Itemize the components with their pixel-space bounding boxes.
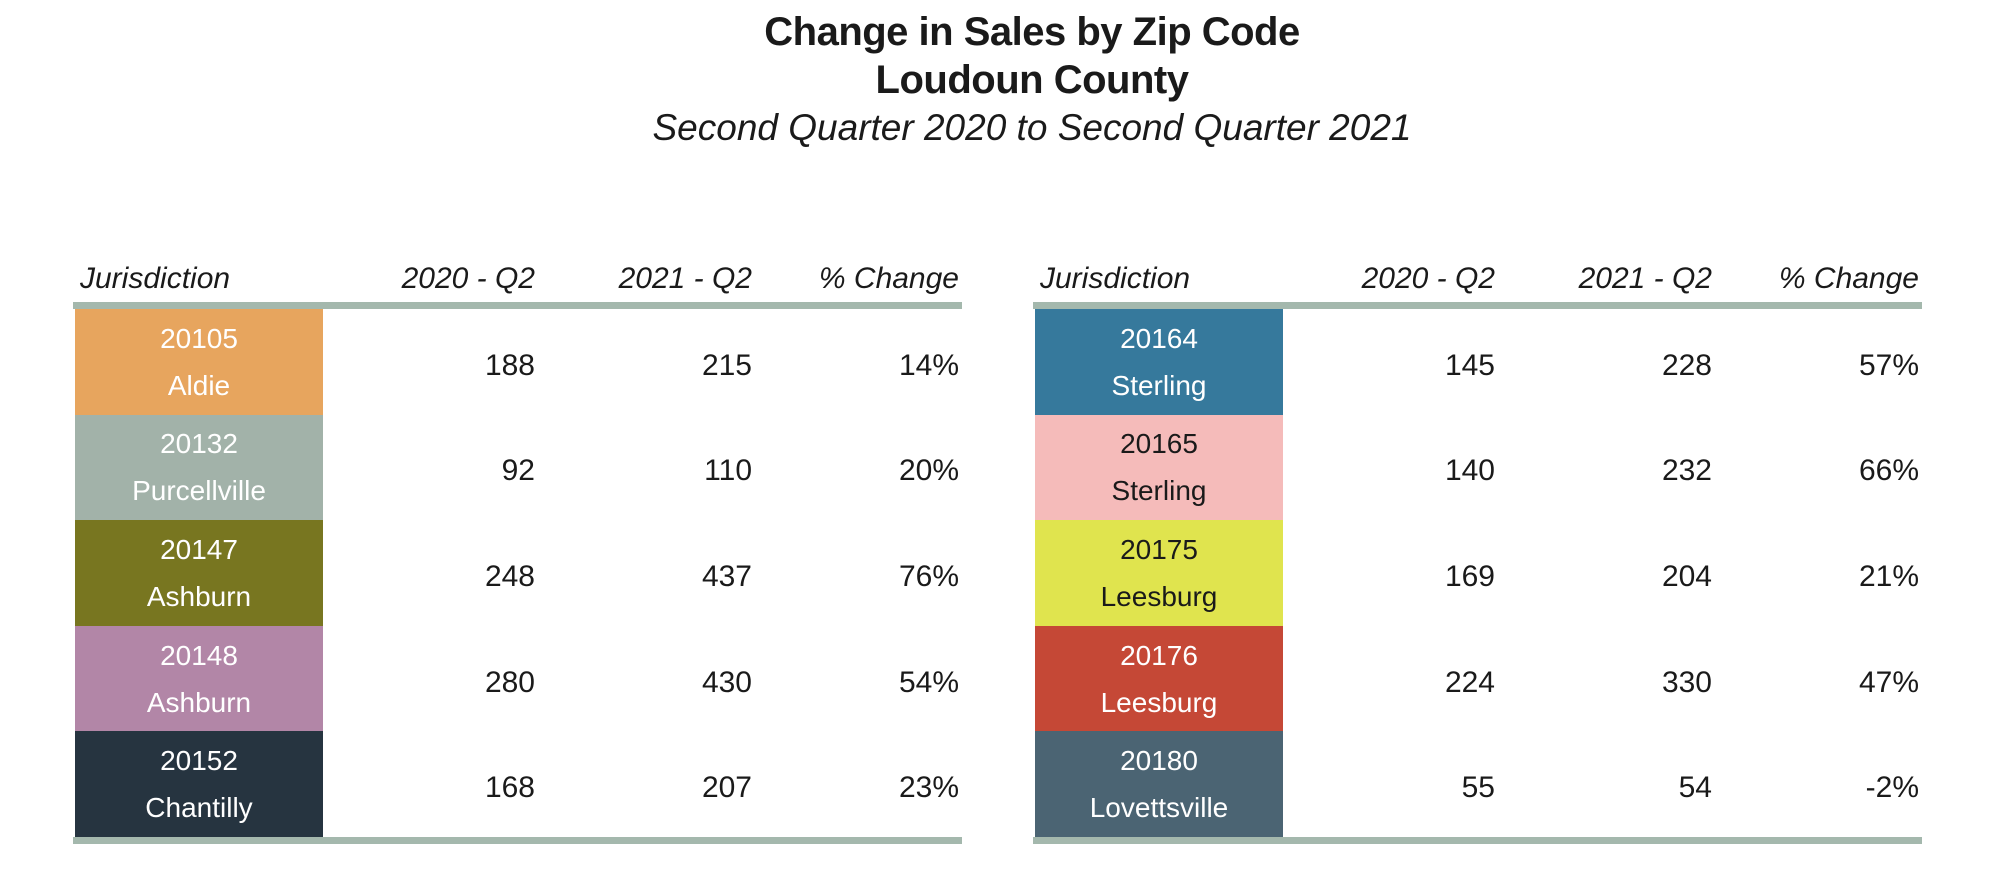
column-header-pct-change: % Change xyxy=(1778,262,1919,295)
zip-code-label: 20176 xyxy=(1120,639,1198,671)
city-label: Leesburg xyxy=(1100,580,1218,612)
zip-code-label: 20152 xyxy=(160,745,238,777)
value-2021-q2: 232 xyxy=(1661,454,1712,488)
zip-code-label: 20165 xyxy=(1120,428,1198,460)
jurisdiction-cell: 20164 Sterling xyxy=(1035,309,1283,415)
city-label: Aldie xyxy=(167,369,231,401)
zip-code-label: 20164 xyxy=(1120,322,1198,354)
jurisdiction-cell: 20152 Chantilly xyxy=(75,731,323,837)
city-label: Purcellville xyxy=(132,475,266,507)
value-pct-change: 57% xyxy=(1858,348,1919,382)
value-2020-q2: 280 xyxy=(484,665,535,699)
column-header-2020-q2: 2020 - Q2 xyxy=(401,262,535,295)
value-2021-q2: 430 xyxy=(701,665,752,699)
city-label: Sterling xyxy=(1111,475,1207,507)
value-2021-q2: 437 xyxy=(701,559,752,593)
zip-code-label: 20148 xyxy=(160,639,238,671)
value-pct-change: 14% xyxy=(898,348,959,382)
value-2020-q2: 92 xyxy=(501,454,535,488)
table-row: 20105 Aldie 188 215 14% xyxy=(73,309,962,415)
sales-table-left: Jurisdiction 2020 - Q2 2021 - Q2 % Change 20… xyxy=(73,253,962,844)
column-header-2021-q2: 2021 - Q2 xyxy=(618,262,752,295)
city-label: Ashburn xyxy=(146,686,252,718)
table-row: 20152 Chantilly 168 207 23% xyxy=(73,731,962,837)
value-2021-q2: 207 xyxy=(701,771,752,805)
jurisdiction-cell: 20132 Purcellville xyxy=(75,414,323,521)
table-row: 20147 Ashburn 248 437 76% xyxy=(73,520,962,626)
value-pct-change: 66% xyxy=(1858,454,1919,488)
table-row: 20132 Purcellville 92 110 20% xyxy=(73,414,962,521)
footer-rule xyxy=(73,836,962,844)
value-2021-q2: 110 xyxy=(704,454,752,488)
value-2021-q2: 54 xyxy=(1678,771,1712,805)
table-row: 20175 Leesburg 169 204 21% xyxy=(1033,520,1922,626)
value-pct-change: 47% xyxy=(1858,665,1919,699)
jurisdiction-cell: 20147 Ashburn xyxy=(75,520,323,626)
table-header-row: Jurisdiction 2020 - Q2 2021 - Q2 % Change xyxy=(1033,253,1922,302)
table-row: 20148 Ashburn 280 430 54% xyxy=(73,625,962,732)
table-row: 20164 Sterling 145 228 57% xyxy=(1033,309,1922,415)
zip-code-label: 20180 xyxy=(1120,745,1198,777)
value-2021-q2: 228 xyxy=(1661,348,1712,382)
value-pct-change: -2% xyxy=(1865,771,1919,805)
value-pct-change: 21% xyxy=(1858,559,1919,593)
sales-table-right: Jurisdiction 2020 - Q2 2021 - Q2 % Change 20… xyxy=(1033,253,1922,844)
city-label: Leesburg xyxy=(1100,686,1218,718)
column-header-pct-change: % Change xyxy=(818,262,959,295)
city-label: Lovettsville xyxy=(1089,792,1229,824)
value-pct-change: 20% xyxy=(898,454,959,488)
zip-code-label: 20105 xyxy=(160,322,238,354)
header-rule xyxy=(73,302,962,309)
jurisdiction-cell: 20148 Ashburn xyxy=(75,625,323,732)
chart-subtitle: Second Quarter 2020 to Second Quarter 20… xyxy=(652,107,1412,148)
table-row: 20165 Sterling 140 232 66% xyxy=(1033,414,1922,521)
value-pct-change: 23% xyxy=(898,771,959,805)
column-header-jurisdiction: Jurisdiction xyxy=(1040,262,1191,295)
city-label: Sterling xyxy=(1111,369,1207,401)
jurisdiction-cell: 20180 Lovettsville xyxy=(1035,731,1283,837)
table-row: 20176 Leesburg 224 330 47% xyxy=(1033,625,1922,732)
value-2020-q2: 248 xyxy=(484,559,535,593)
value-2021-q2: 204 xyxy=(1661,559,1712,593)
value-2021-q2: 330 xyxy=(1661,665,1712,699)
column-header-jurisdiction: Jurisdiction xyxy=(80,262,231,295)
footer-rule xyxy=(1033,836,1922,844)
jurisdiction-cell: 20176 Leesburg xyxy=(1035,625,1283,732)
jurisdiction-cell: 20175 Leesburg xyxy=(1035,520,1283,626)
table-header-row: Jurisdiction 2020 - Q2 2021 - Q2 % Change xyxy=(73,253,962,302)
jurisdiction-cell: 20105 Aldie xyxy=(75,309,323,415)
value-2020-q2: 188 xyxy=(484,348,535,382)
value-2021-q2: 215 xyxy=(701,348,752,382)
column-header-2020-q2: 2020 - Q2 xyxy=(1361,262,1495,295)
zip-code-label: 20175 xyxy=(1120,533,1198,565)
chart-title-line2: Loudoun County xyxy=(875,58,1189,102)
value-pct-change: 76% xyxy=(898,559,959,593)
zip-code-label: 20132 xyxy=(160,428,238,460)
chart-title-line1: Change in Sales by Zip Code xyxy=(764,10,1300,54)
jurisdiction-cell: 20165 Sterling xyxy=(1035,414,1283,521)
zip-code-label: 20147 xyxy=(160,533,238,565)
value-pct-change: 54% xyxy=(898,665,959,699)
value-2020-q2: 55 xyxy=(1461,771,1495,805)
value-2020-q2: 169 xyxy=(1444,559,1495,593)
city-label: Ashburn xyxy=(146,580,252,612)
title-block: Change in Sales by Zip Code Loudoun Coun… xyxy=(69,8,1995,152)
table-row: 20180 Lovettsville 55 54 -2% xyxy=(1033,731,1922,837)
value-2020-q2: 224 xyxy=(1444,665,1495,699)
header-rule xyxy=(1033,302,1922,309)
value-2020-q2: 140 xyxy=(1444,454,1495,488)
value-2020-q2: 145 xyxy=(1444,348,1495,382)
value-2020-q2: 168 xyxy=(484,771,535,805)
city-label: Chantilly xyxy=(145,792,253,824)
column-header-2021-q2: 2021 - Q2 xyxy=(1578,262,1712,295)
